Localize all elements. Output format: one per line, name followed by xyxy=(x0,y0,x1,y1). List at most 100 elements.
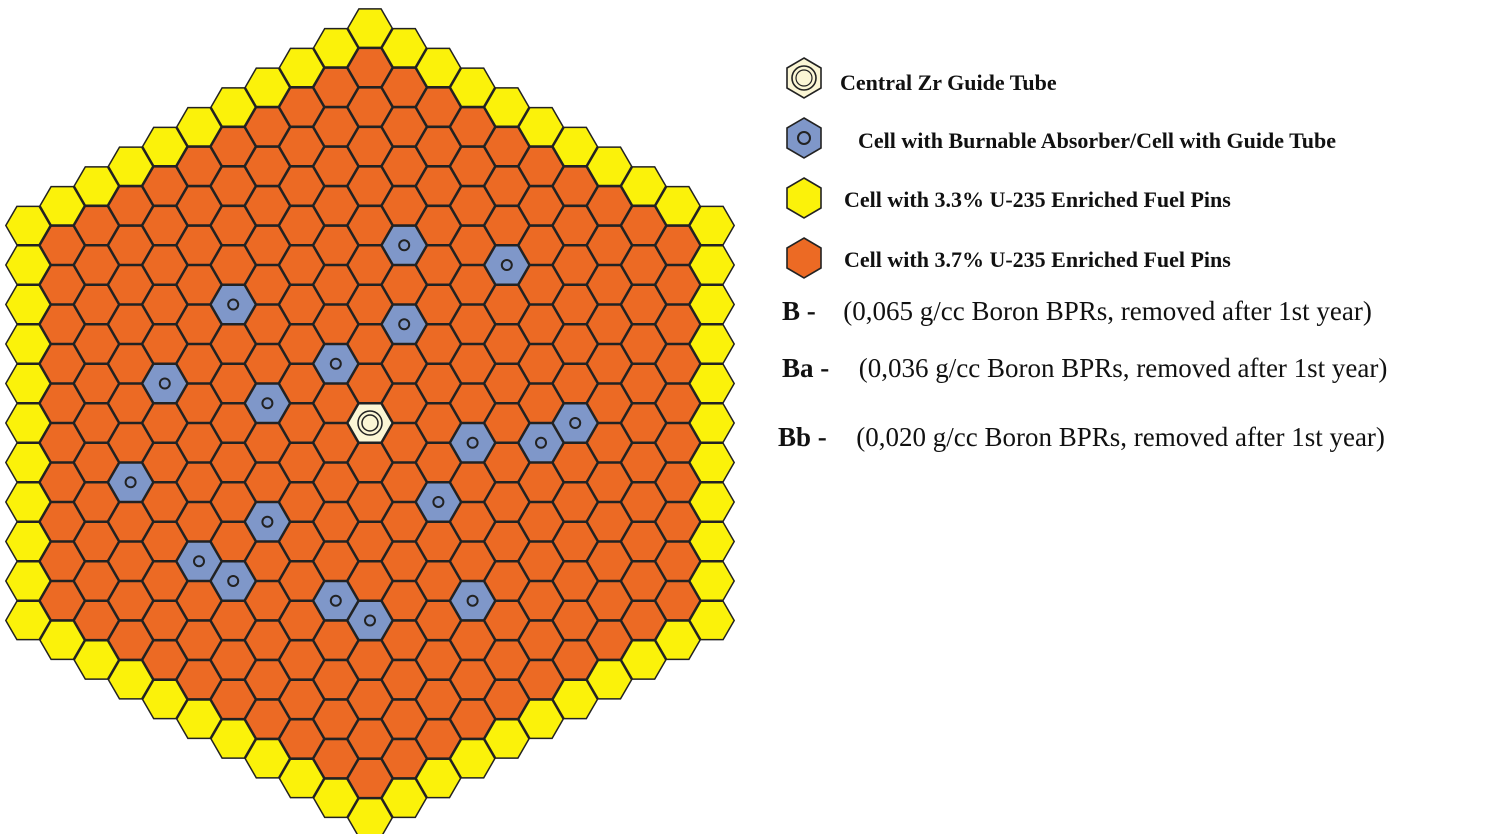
fuel-cell-37 xyxy=(381,699,428,740)
fuel-cell-37 xyxy=(278,126,325,167)
fuel-cell-37 xyxy=(517,580,565,621)
fuel-cell-37 xyxy=(210,166,257,207)
fuel-cell-37 xyxy=(210,324,257,364)
fuel-cell-37 xyxy=(415,166,462,207)
fuel-cell-37 xyxy=(278,521,325,562)
fuel-cell-37 xyxy=(449,699,496,740)
fuel-cell-37 xyxy=(552,245,599,286)
fuel-assembly-lattice xyxy=(4,8,736,834)
fuel-cell-33 xyxy=(654,185,701,226)
absorber-cell xyxy=(517,422,565,463)
fuel-cell-37 xyxy=(586,620,633,661)
fuel-cell-37 xyxy=(552,205,599,246)
fuel-cell-37 xyxy=(107,343,154,384)
fuel-cell-37 xyxy=(278,205,325,246)
fuel-cell-37 xyxy=(312,422,359,463)
fuel-cell-37 xyxy=(483,560,530,601)
fuel-cell-33 xyxy=(586,659,633,700)
fuel-cell-37 xyxy=(73,600,120,641)
fuel-cell-33 xyxy=(517,106,565,147)
fuel-cell-37 xyxy=(449,106,496,147)
fuel-cell-33 xyxy=(4,482,52,522)
fuel-cell-37 xyxy=(73,284,120,325)
legend-label-fuel-37: Cell with 3.7% U-235 Enriched Fuel Pins xyxy=(844,247,1231,272)
central-guide-tube-icon xyxy=(786,57,822,99)
fuel-cell-37 xyxy=(654,580,701,621)
absorber-cell xyxy=(483,245,530,286)
fuel-cell-37 xyxy=(552,363,599,404)
fuel-cell-37 xyxy=(381,383,428,424)
fuel-cell-33 xyxy=(141,126,188,167)
fuel-cell-37 xyxy=(175,659,223,700)
fuel-cell-37 xyxy=(620,245,667,286)
fuel-cell-37 xyxy=(39,225,86,266)
fuel-cell-37 xyxy=(312,699,359,740)
fuel-cell-37 xyxy=(141,482,188,522)
fuel-cell-33 xyxy=(552,126,599,167)
fuel-cell-37 xyxy=(517,383,565,424)
fuel-cell-37 xyxy=(381,106,428,147)
fuel-cell-33 xyxy=(73,639,120,680)
fuel-cell-33 xyxy=(278,47,325,88)
fuel-cell-33 xyxy=(4,560,52,601)
fuel-cell-37 xyxy=(654,383,701,424)
fuel-cell-37 xyxy=(73,521,120,562)
fuel-cell-33 xyxy=(688,521,736,562)
fuel-cell-33 xyxy=(4,205,52,246)
fuel-cell-37 xyxy=(39,264,86,305)
fuel-cell-37 xyxy=(415,126,462,167)
fuel-cell-37 xyxy=(449,659,496,700)
fuel-cell-37 xyxy=(210,245,257,286)
fuel-cell-33 xyxy=(244,67,291,108)
fuel-cell-37 xyxy=(278,679,325,720)
fuel-cell-37 xyxy=(483,639,530,680)
fuel-cell-33 xyxy=(688,403,736,443)
fuel-cell-37 xyxy=(312,659,359,700)
fuel-cell-37 xyxy=(346,560,394,601)
fuel-cell-33 xyxy=(449,738,496,779)
fuel-cell-33 xyxy=(483,87,530,128)
fuel-cell-37 xyxy=(483,521,530,562)
fuel-cell-37 xyxy=(39,383,86,424)
fuel-cell-37 xyxy=(620,284,667,325)
fuel-cell-37 xyxy=(586,225,633,266)
fuel-cell-37 xyxy=(141,205,188,246)
fuel-cell-37 xyxy=(620,363,667,404)
fuel-cell-33 xyxy=(141,679,188,720)
fuel-cell-37 xyxy=(483,482,530,522)
absorber-cell xyxy=(552,403,599,443)
fuel-cell-37 xyxy=(449,462,496,503)
fuel-cell-37 xyxy=(141,521,188,562)
fuel-cell-37 xyxy=(210,363,257,404)
fuel-cell-37 xyxy=(278,166,325,207)
fuel-cell-37 xyxy=(381,422,428,463)
fuel-cell-33 xyxy=(415,758,462,799)
fuel-cell-37 xyxy=(73,324,120,364)
fuel-cell-37 xyxy=(312,620,359,661)
fuel-cell-37 xyxy=(278,245,325,286)
fuel-cell-37 xyxy=(654,225,701,266)
fuel-cell-37 xyxy=(39,422,86,463)
fuel-cell-37 xyxy=(210,521,257,562)
fuel-cell-37 xyxy=(312,264,359,305)
fuel-cell-37 xyxy=(586,383,633,424)
fuel-cell-37 xyxy=(381,738,428,779)
fuel-cell-37 xyxy=(210,482,257,522)
fuel-cell-37 xyxy=(552,639,599,680)
code-b-description: (0,065 g/cc Boron BPRs, removed after 1s… xyxy=(843,296,1372,326)
fuel-cell-37 xyxy=(107,383,154,424)
fuel-cell-37 xyxy=(449,383,496,424)
fuel-cell-33 xyxy=(210,87,257,128)
fuel-cell-37 xyxy=(244,146,291,187)
fuel-cell-37 xyxy=(346,758,394,799)
fuel-cell-37 xyxy=(73,245,120,286)
fuel-cell-37 xyxy=(175,580,223,621)
fuel-cell-33 xyxy=(688,284,736,325)
fuel-cell-37 xyxy=(244,422,291,463)
fuel-cell-37 xyxy=(620,205,667,246)
fuel-cell-37 xyxy=(654,264,701,305)
fuel-cell-37 xyxy=(552,324,599,364)
fuel-cell-37 xyxy=(620,600,667,641)
fuel-cell-37 xyxy=(586,541,633,582)
fuel-cell-33 xyxy=(688,482,736,522)
